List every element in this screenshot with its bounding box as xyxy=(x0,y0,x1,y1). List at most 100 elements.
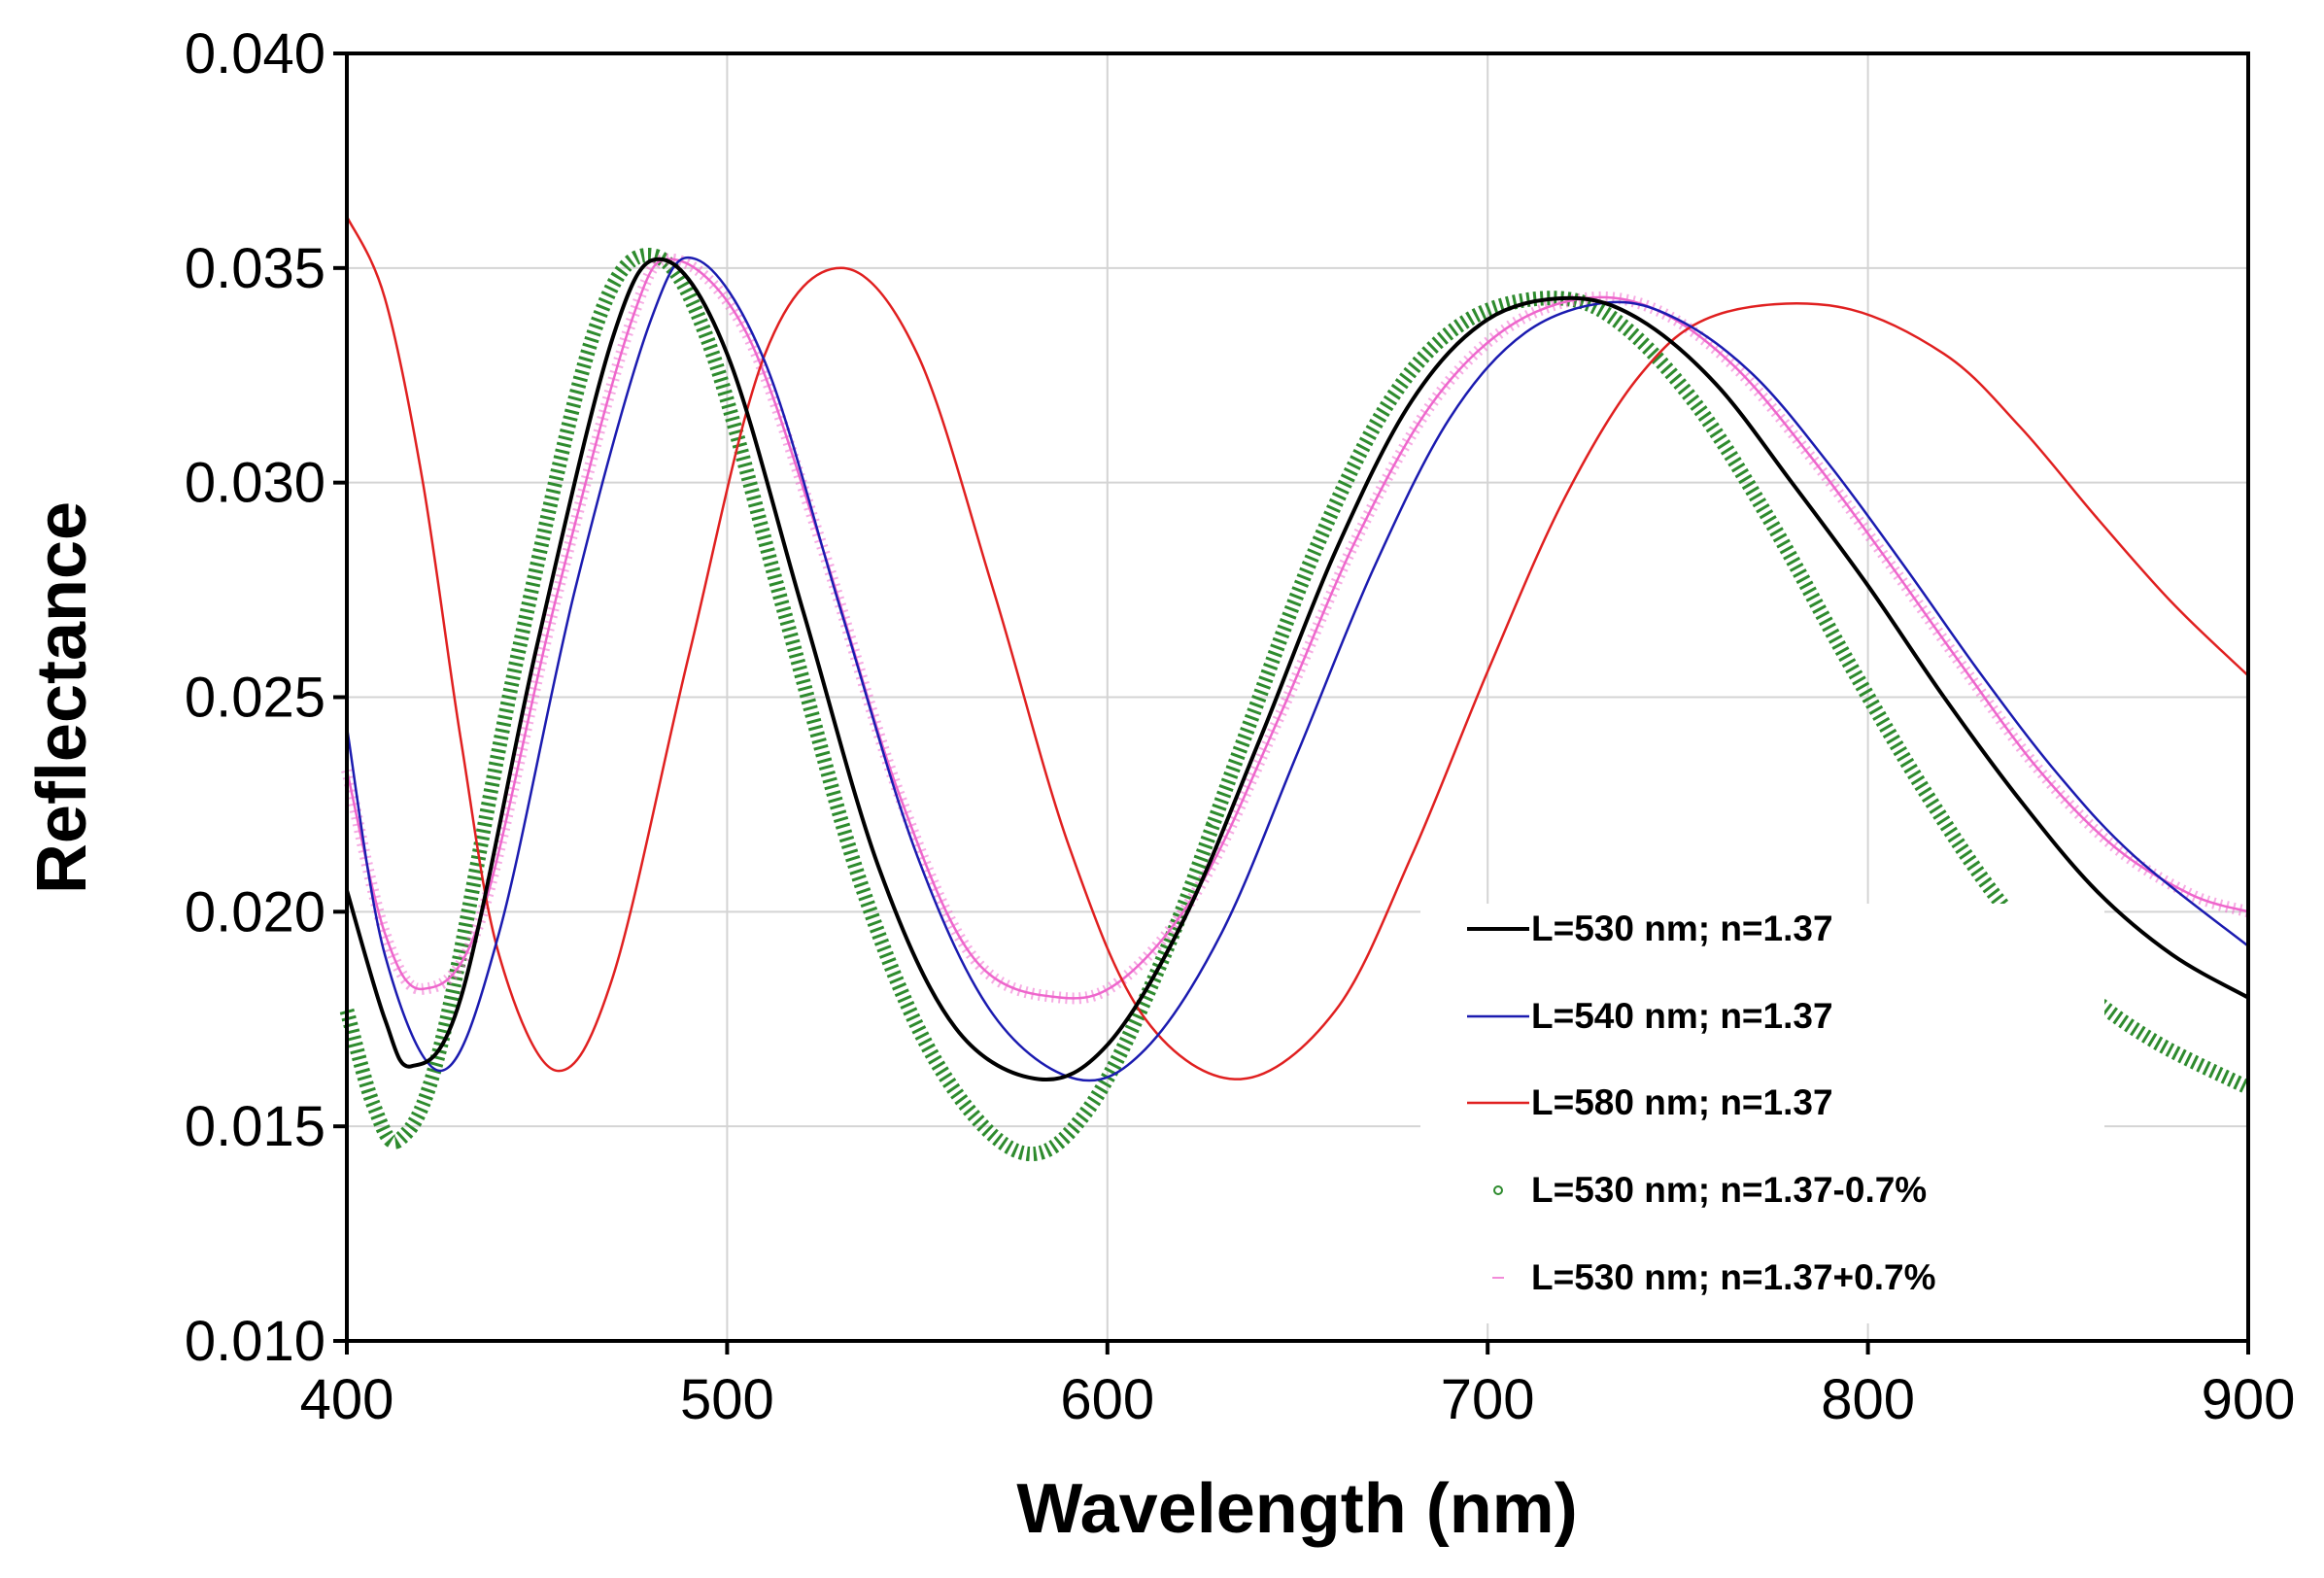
data-point xyxy=(1125,975,1128,978)
series-line xyxy=(345,216,2249,1081)
data-point xyxy=(1676,318,1679,321)
data-point xyxy=(1638,374,1641,377)
data-point xyxy=(1487,670,1489,673)
y-tick-label: 0.035 xyxy=(185,237,325,300)
x-tick-label: 400 xyxy=(300,1368,394,1431)
y-tick-label: 0.010 xyxy=(185,1310,325,1373)
data-point xyxy=(1144,1047,1146,1050)
data-point xyxy=(839,610,842,613)
data-point xyxy=(1334,550,1337,553)
data-point xyxy=(2114,846,2117,849)
data-point xyxy=(535,644,538,647)
series-1 xyxy=(345,257,2249,1082)
data-point xyxy=(631,318,633,321)
legend-label: L=580 nm; n=1.37 xyxy=(1531,1082,1833,1122)
data-point xyxy=(1087,1108,1090,1111)
data-point xyxy=(1487,318,1489,321)
data-point xyxy=(517,653,520,656)
data-point xyxy=(935,1060,938,1063)
data-point xyxy=(2095,516,2098,519)
data-point xyxy=(1296,751,1299,754)
legend-label: L=540 nm; n=1.37 xyxy=(1531,996,1833,1036)
data-point xyxy=(1467,318,1470,321)
data-point xyxy=(1505,326,1508,329)
data-point xyxy=(1018,1150,1021,1153)
data-point xyxy=(973,957,975,960)
data-point xyxy=(384,296,387,299)
data-point xyxy=(1828,464,1831,467)
data-point xyxy=(422,987,425,990)
series-3 xyxy=(345,216,2249,1081)
data-point xyxy=(1038,1078,1041,1081)
data-point xyxy=(1866,584,1869,587)
data-point xyxy=(460,996,462,999)
data-point xyxy=(696,258,699,261)
series-line xyxy=(345,257,2249,1082)
data-point xyxy=(764,353,767,356)
data-point xyxy=(384,1017,387,1020)
data-point xyxy=(555,1069,558,1072)
y-tick-label: 0.030 xyxy=(185,452,325,515)
legend: L=530 nm; n=1.37 L=540 nm; n=1.37 L=580 nm… xyxy=(1420,904,2104,1323)
data-point xyxy=(1220,932,1223,935)
series-4 xyxy=(339,248,2252,1161)
data-point xyxy=(422,481,425,484)
y-tick-label: 0.020 xyxy=(185,880,325,943)
data-point xyxy=(1068,846,1071,849)
x-tick-label: 800 xyxy=(1821,1368,1915,1431)
data-point xyxy=(1410,854,1413,857)
data-point xyxy=(859,880,862,883)
data-point xyxy=(688,653,691,656)
data-point xyxy=(1981,674,1984,677)
data-point xyxy=(1353,541,1356,544)
data-point xyxy=(1848,662,1851,665)
data-point xyxy=(916,854,919,857)
data-point xyxy=(1791,481,1794,484)
x-tick-label: 600 xyxy=(1060,1368,1154,1431)
data-point xyxy=(2019,426,2022,429)
data-point xyxy=(1258,738,1261,741)
data-point xyxy=(650,318,653,321)
data-point xyxy=(1715,383,1718,386)
data-point xyxy=(992,589,995,592)
data-point xyxy=(1239,747,1242,750)
data-point xyxy=(384,953,387,956)
legend-item-1: L=530 nm; n=1.37 xyxy=(1467,909,1833,948)
data-point xyxy=(650,254,653,257)
legend-label: L=530 nm; n=1.37+0.7% xyxy=(1531,1257,1936,1297)
legend-box xyxy=(1420,904,2104,1323)
data-point xyxy=(1638,318,1641,321)
data-point xyxy=(1771,524,1774,527)
data-point xyxy=(611,975,614,978)
data-point xyxy=(1429,404,1432,407)
data-point xyxy=(1144,1017,1146,1020)
data-point xyxy=(1076,1078,1078,1081)
data-point xyxy=(2057,773,2060,776)
data-point xyxy=(1733,365,1736,368)
data-point xyxy=(611,335,614,338)
data-point xyxy=(1924,790,1927,793)
x-axis-title: Wavelength (nm) xyxy=(1016,1470,1577,1548)
legend-item-5: L=530 nm; n=1.37+0.7% xyxy=(1492,1257,1936,1297)
data-point xyxy=(1277,717,1280,720)
data-point xyxy=(410,1065,413,1068)
data-point xyxy=(744,331,747,334)
data-point xyxy=(1106,1044,1109,1046)
data-point xyxy=(2095,889,2098,892)
data-point xyxy=(839,266,842,269)
data-point xyxy=(726,353,729,356)
data-point xyxy=(2133,854,2136,857)
data-point xyxy=(1449,417,1452,420)
legend-marker-circle xyxy=(1493,1185,1503,1195)
data-point xyxy=(764,361,767,364)
data-point xyxy=(372,1104,375,1107)
series-line xyxy=(339,248,2252,1161)
series-2 xyxy=(345,256,2249,1082)
data-point xyxy=(497,932,500,935)
data-point xyxy=(1809,456,1812,459)
data-point xyxy=(877,868,880,871)
data-point xyxy=(497,953,500,956)
legend-label: L=530 nm; n=1.37-0.7% xyxy=(1531,1170,1927,1210)
data-point xyxy=(384,932,387,935)
data-point xyxy=(1886,559,1889,562)
